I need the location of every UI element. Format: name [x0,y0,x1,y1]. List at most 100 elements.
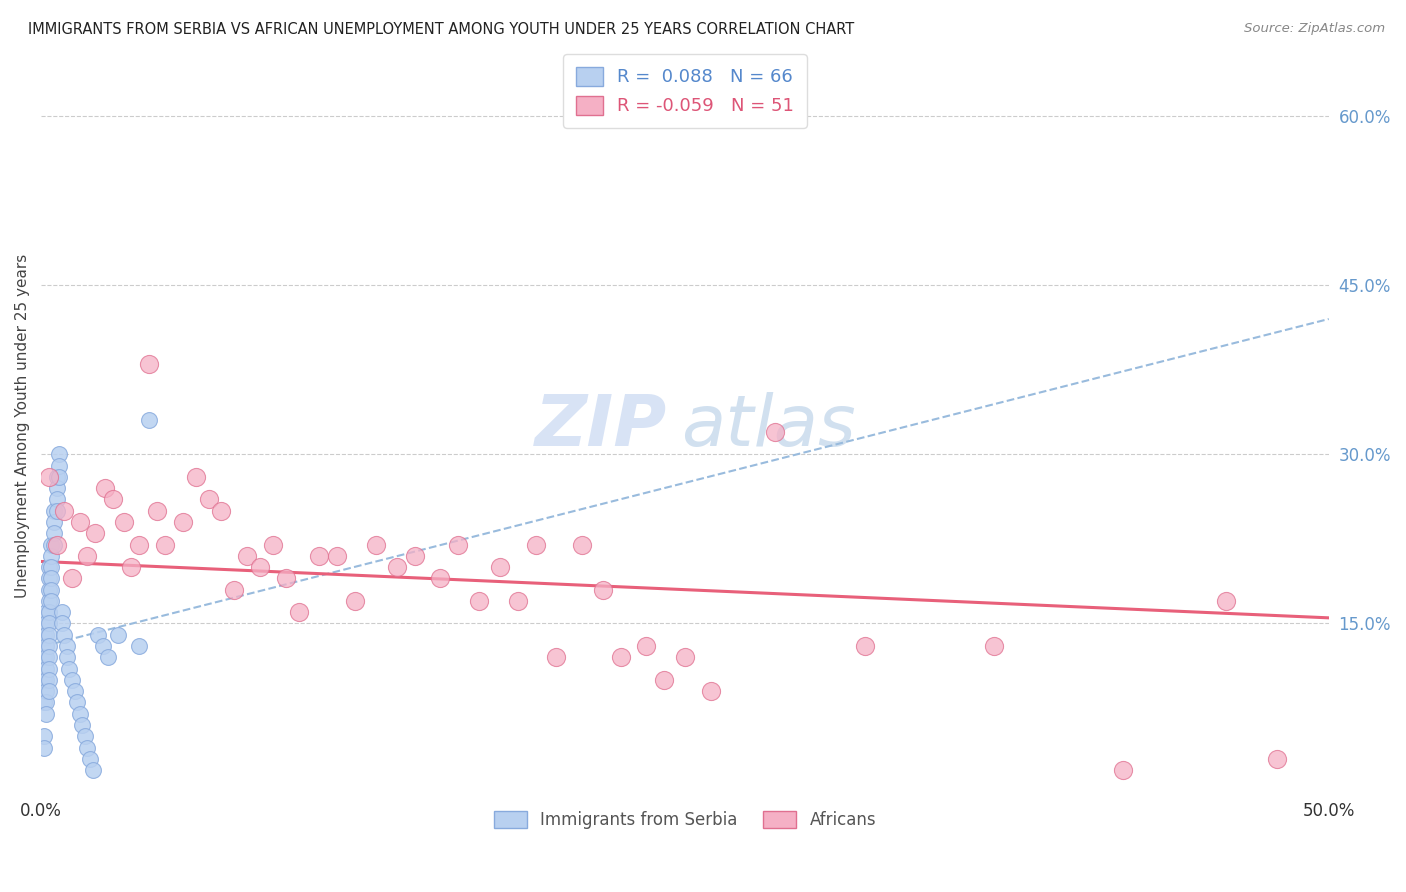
Point [35,684,58,698]
Point [153,537,176,551]
Point [249,560,271,574]
Point [609,650,631,665]
Point [76,740,98,755]
Point [1265,752,1288,766]
Point [35,605,58,619]
Point [172,515,194,529]
Point [636,639,658,653]
Point [138,357,160,371]
Point [58,662,80,676]
Point [38,470,60,484]
Point [63,684,86,698]
Point [308,549,330,563]
Point [32,729,55,743]
Point [128,639,150,653]
Point [51,616,73,631]
Point [42,515,65,529]
Point [60,673,83,687]
Point [853,639,876,653]
Point [38,582,60,597]
Point [42,537,65,551]
Point [53,504,76,518]
Point [41,537,63,551]
Point [184,470,207,484]
Point [763,425,786,439]
Point [35,673,58,687]
Legend: Immigrants from Serbia, Africans: Immigrants from Serbia, Africans [486,804,883,836]
Point [571,537,593,551]
Point [69,515,91,529]
Point [209,504,232,518]
Point [699,684,721,698]
Point [274,571,297,585]
Point [146,504,169,518]
Point [38,684,60,698]
Point [53,628,76,642]
Point [38,673,60,687]
Point [524,537,547,551]
Point [48,470,70,484]
Text: atlas: atlas [682,392,856,460]
Point [38,662,60,676]
Point [35,639,58,653]
Point [35,628,58,642]
Point [385,560,408,574]
Point [60,571,83,585]
Point [32,740,55,755]
Point [48,458,70,473]
Point [35,706,58,721]
Point [76,549,98,563]
Point [73,729,96,743]
Point [91,639,114,653]
Point [32,673,55,687]
Text: Source: ZipAtlas.com: Source: ZipAtlas.com [1244,22,1385,36]
Point [97,650,120,665]
Text: ZIP: ZIP [536,392,668,460]
Point [45,481,67,495]
Point [45,504,67,518]
Point [38,616,60,631]
Point [38,628,60,642]
Point [32,695,55,709]
Point [35,662,58,676]
Point [32,650,55,665]
Point [236,549,259,563]
Point [32,628,55,642]
Point [38,650,60,665]
Point [1112,763,1135,777]
Point [82,763,104,777]
Point [38,571,60,585]
Point [468,594,491,608]
Point [197,492,219,507]
Point [488,560,510,574]
Point [87,628,110,642]
Point [45,537,67,551]
Point [41,560,63,574]
Point [983,639,1005,653]
Point [45,470,67,484]
Point [41,571,63,585]
Point [128,537,150,551]
Point [41,582,63,597]
Point [45,492,67,507]
Point [35,695,58,709]
Text: IMMIGRANTS FROM SERBIA VS AFRICAN UNEMPLOYMENT AMONG YOUTH UNDER 25 YEARS CORREL: IMMIGRANTS FROM SERBIA VS AFRICAN UNEMPL… [28,22,855,37]
Point [56,650,79,665]
Point [654,673,676,687]
Point [38,639,60,653]
Text: #ccddf5: #ccddf5 [685,425,690,426]
Point [38,560,60,574]
Point [48,447,70,461]
Point [51,605,73,619]
Point [673,650,696,665]
Point [42,526,65,541]
Point [94,481,117,495]
Point [35,616,58,631]
Point [506,594,529,608]
Point [56,639,79,653]
Point [38,594,60,608]
Point [592,582,614,597]
Point [447,537,470,551]
Point [224,582,246,597]
Point [138,413,160,427]
